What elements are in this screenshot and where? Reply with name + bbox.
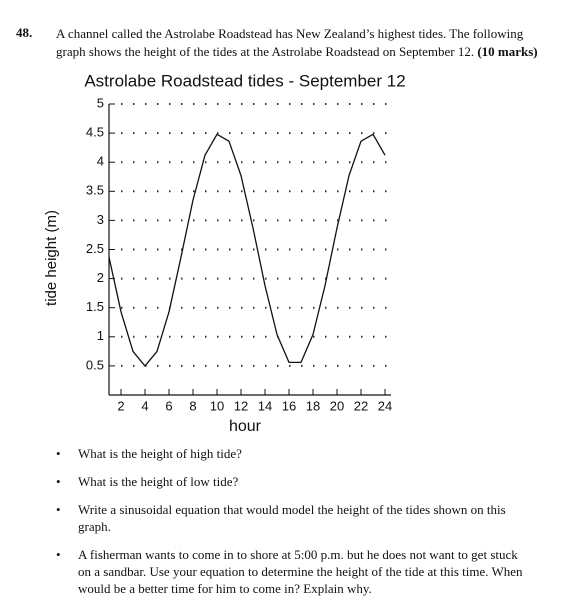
y-tick-label: 3.5 [86,183,104,198]
chart: Astrolabe Roadstead tides - September 12… [43,71,406,435]
sub-question: A fisherman wants to come in to shore at… [54,546,524,597]
x-tick-label: 22 [354,398,368,413]
x-tick-label: 18 [306,398,320,413]
y-tick-label: 5 [97,95,104,110]
x-tick-label: 20 [330,398,344,413]
x-tick-label: 6 [165,398,172,413]
question-body: A channel called the Astrolabe Roadstead… [56,26,524,59]
x-tick-label: 12 [234,398,248,413]
sub-question: Write a sinusoidal equation that would m… [54,501,524,535]
chart-title: Astrolabe Roadstead tides - September 12 [84,71,405,90]
x-tick-label: 2 [117,398,124,413]
marks: (10 marks) [477,44,538,59]
y-axis-label: tide height (m) [43,210,60,306]
sub-questions: What is the height of high tide? What is … [54,445,524,608]
question-text: A channel called the Astrolabe Roadstead… [56,25,551,61]
y-tick-label: 1 [97,328,104,343]
x-axis-label: hour [229,418,262,435]
x-tick-label: 14 [258,398,272,413]
sub-question: What is the height of low tide? [54,473,524,490]
y-tick-label: 4.5 [86,125,104,140]
sub-question: What is the height of high tide? [54,445,524,462]
y-tick-label: 2 [97,270,104,285]
y-tick-label: 1.5 [86,299,104,314]
y-tick-label: 3 [97,212,104,227]
tide-line [108,133,386,367]
question-number: 48. [16,25,33,40]
x-tick-label: 10 [210,398,224,413]
x-tick-label: 4 [141,398,148,413]
y-tick-label: 0.5 [86,357,104,372]
x-tick-label: 24 [378,398,392,413]
y-tick-label: 4 [97,154,104,169]
x-tick-label: 16 [282,398,296,413]
y-tick-label: 2.5 [86,241,104,256]
x-tick-label: 8 [189,398,196,413]
